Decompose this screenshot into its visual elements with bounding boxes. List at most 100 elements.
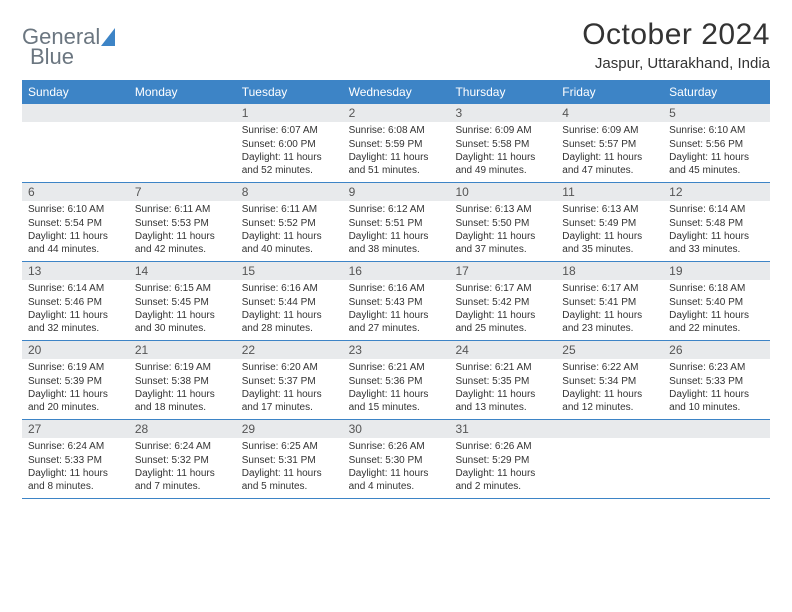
sunset-text: Sunset: 5:41 PM [562, 296, 657, 309]
day-detail: Sunrise: 6:09 AMSunset: 5:57 PMDaylight:… [556, 122, 663, 182]
weekday-label: Thursday [449, 80, 556, 104]
sunset-text: Sunset: 5:46 PM [28, 296, 123, 309]
day-number: 9 [343, 183, 450, 201]
sunrise-text: Sunrise: 6:15 AM [135, 282, 230, 295]
sunset-text: Sunset: 5:29 PM [455, 454, 550, 467]
day-cell: 22Sunrise: 6:20 AMSunset: 5:37 PMDayligh… [236, 341, 343, 419]
sunrise-text: Sunrise: 6:11 AM [135, 203, 230, 216]
sunrise-text: Sunrise: 6:07 AM [242, 124, 337, 137]
sunset-text: Sunset: 5:52 PM [242, 217, 337, 230]
day-number: 10 [449, 183, 556, 201]
day-cell: 9Sunrise: 6:12 AMSunset: 5:51 PMDaylight… [343, 183, 450, 261]
day-number: 24 [449, 341, 556, 359]
day-detail: Sunrise: 6:26 AMSunset: 5:30 PMDaylight:… [343, 438, 450, 498]
day-detail: Sunrise: 6:24 AMSunset: 5:32 PMDaylight:… [129, 438, 236, 498]
day-detail: Sunrise: 6:12 AMSunset: 5:51 PMDaylight:… [343, 201, 450, 261]
day-number: 15 [236, 262, 343, 280]
day-detail: Sunrise: 6:15 AMSunset: 5:45 PMDaylight:… [129, 280, 236, 340]
daylight-text: Daylight: 11 hours and 47 minutes. [562, 151, 657, 177]
day-number: 29 [236, 420, 343, 438]
daylight-text: Daylight: 11 hours and 40 minutes. [242, 230, 337, 256]
day-number: 4 [556, 104, 663, 122]
day-detail: Sunrise: 6:23 AMSunset: 5:33 PMDaylight:… [663, 359, 770, 419]
day-cell: 13Sunrise: 6:14 AMSunset: 5:46 PMDayligh… [22, 262, 129, 340]
day-number: 25 [556, 341, 663, 359]
daylight-text: Daylight: 11 hours and 10 minutes. [669, 388, 764, 414]
day-detail [556, 438, 663, 444]
day-detail: Sunrise: 6:16 AMSunset: 5:44 PMDaylight:… [236, 280, 343, 340]
daylight-text: Daylight: 11 hours and 25 minutes. [455, 309, 550, 335]
day-cell: 18Sunrise: 6:17 AMSunset: 5:41 PMDayligh… [556, 262, 663, 340]
day-number: 19 [663, 262, 770, 280]
day-cell: 14Sunrise: 6:15 AMSunset: 5:45 PMDayligh… [129, 262, 236, 340]
day-cell: 6Sunrise: 6:10 AMSunset: 5:54 PMDaylight… [22, 183, 129, 261]
day-detail: Sunrise: 6:13 AMSunset: 5:50 PMDaylight:… [449, 201, 556, 261]
daylight-text: Daylight: 11 hours and 27 minutes. [349, 309, 444, 335]
day-cell: 15Sunrise: 6:16 AMSunset: 5:44 PMDayligh… [236, 262, 343, 340]
sunset-text: Sunset: 5:33 PM [28, 454, 123, 467]
sunrise-text: Sunrise: 6:08 AM [349, 124, 444, 137]
sunset-text: Sunset: 5:45 PM [135, 296, 230, 309]
weekday-header-row: Sunday Monday Tuesday Wednesday Thursday… [22, 80, 770, 104]
sunrise-text: Sunrise: 6:18 AM [669, 282, 764, 295]
day-detail: Sunrise: 6:10 AMSunset: 5:56 PMDaylight:… [663, 122, 770, 182]
day-cell: 8Sunrise: 6:11 AMSunset: 5:52 PMDaylight… [236, 183, 343, 261]
day-detail: Sunrise: 6:24 AMSunset: 5:33 PMDaylight:… [22, 438, 129, 498]
day-cell: 1Sunrise: 6:07 AMSunset: 6:00 PMDaylight… [236, 104, 343, 182]
sunrise-text: Sunrise: 6:17 AM [562, 282, 657, 295]
week-row: 13Sunrise: 6:14 AMSunset: 5:46 PMDayligh… [22, 262, 770, 341]
daylight-text: Daylight: 11 hours and 33 minutes. [669, 230, 764, 256]
sunset-text: Sunset: 5:33 PM [669, 375, 764, 388]
sunset-text: Sunset: 5:58 PM [455, 138, 550, 151]
week-row: 20Sunrise: 6:19 AMSunset: 5:39 PMDayligh… [22, 341, 770, 420]
calendar-grid: Sunday Monday Tuesday Wednesday Thursday… [22, 80, 770, 499]
day-number: 31 [449, 420, 556, 438]
day-cell: 17Sunrise: 6:17 AMSunset: 5:42 PMDayligh… [449, 262, 556, 340]
day-cell: 26Sunrise: 6:23 AMSunset: 5:33 PMDayligh… [663, 341, 770, 419]
sunset-text: Sunset: 5:35 PM [455, 375, 550, 388]
day-number: 5 [663, 104, 770, 122]
day-cell [129, 104, 236, 182]
sunset-text: Sunset: 5:37 PM [242, 375, 337, 388]
day-cell [663, 420, 770, 498]
weekday-label: Saturday [663, 80, 770, 104]
daylight-text: Daylight: 11 hours and 13 minutes. [455, 388, 550, 414]
day-number: 17 [449, 262, 556, 280]
day-detail: Sunrise: 6:19 AMSunset: 5:38 PMDaylight:… [129, 359, 236, 419]
day-number: 28 [129, 420, 236, 438]
sunset-text: Sunset: 5:59 PM [349, 138, 444, 151]
day-detail: Sunrise: 6:10 AMSunset: 5:54 PMDaylight:… [22, 201, 129, 261]
sunrise-text: Sunrise: 6:14 AM [669, 203, 764, 216]
day-number: 13 [22, 262, 129, 280]
day-number: 30 [343, 420, 450, 438]
day-number: 8 [236, 183, 343, 201]
day-cell [556, 420, 663, 498]
sunrise-text: Sunrise: 6:26 AM [455, 440, 550, 453]
day-number: 7 [129, 183, 236, 201]
day-cell: 19Sunrise: 6:18 AMSunset: 5:40 PMDayligh… [663, 262, 770, 340]
daylight-text: Daylight: 11 hours and 2 minutes. [455, 467, 550, 493]
week-row: 6Sunrise: 6:10 AMSunset: 5:54 PMDaylight… [22, 183, 770, 262]
daylight-text: Daylight: 11 hours and 35 minutes. [562, 230, 657, 256]
sunset-text: Sunset: 5:34 PM [562, 375, 657, 388]
day-cell [22, 104, 129, 182]
sunset-text: Sunset: 6:00 PM [242, 138, 337, 151]
day-detail: Sunrise: 6:14 AMSunset: 5:48 PMDaylight:… [663, 201, 770, 261]
weeks-container: 1Sunrise: 6:07 AMSunset: 6:00 PMDaylight… [22, 104, 770, 499]
day-detail: Sunrise: 6:21 AMSunset: 5:36 PMDaylight:… [343, 359, 450, 419]
daylight-text: Daylight: 11 hours and 52 minutes. [242, 151, 337, 177]
day-number: 12 [663, 183, 770, 201]
day-detail [663, 438, 770, 444]
day-cell: 16Sunrise: 6:16 AMSunset: 5:43 PMDayligh… [343, 262, 450, 340]
daylight-text: Daylight: 11 hours and 51 minutes. [349, 151, 444, 177]
sunrise-text: Sunrise: 6:25 AM [242, 440, 337, 453]
week-row: 1Sunrise: 6:07 AMSunset: 6:00 PMDaylight… [22, 104, 770, 183]
day-detail: Sunrise: 6:21 AMSunset: 5:35 PMDaylight:… [449, 359, 556, 419]
weekday-label: Monday [129, 80, 236, 104]
day-number: 21 [129, 341, 236, 359]
sunset-text: Sunset: 5:43 PM [349, 296, 444, 309]
day-number: 14 [129, 262, 236, 280]
day-number [129, 104, 236, 122]
day-cell: 2Sunrise: 6:08 AMSunset: 5:59 PMDaylight… [343, 104, 450, 182]
daylight-text: Daylight: 11 hours and 23 minutes. [562, 309, 657, 335]
